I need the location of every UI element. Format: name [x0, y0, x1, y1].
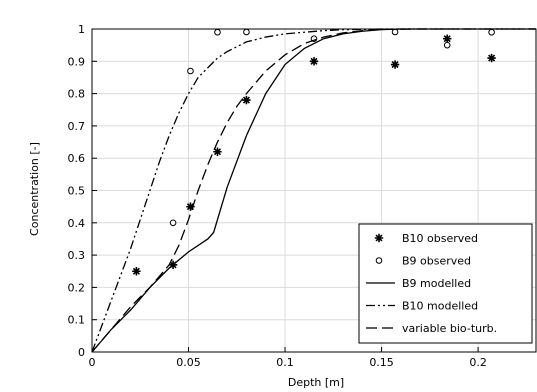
- legend-label-variable-bio-turb: variable bio-turb.: [402, 322, 497, 335]
- legend-label-b10-modelled: B10 modelled: [402, 300, 478, 313]
- legend: B10 observed B9 observed B9 modelled B10 mo…: [358, 223, 533, 344]
- y-tick-label: 0.8: [68, 88, 86, 101]
- y-tick-label: 0.4: [68, 217, 86, 230]
- x-tick-label: 0.05: [176, 356, 201, 369]
- y-tick-label: 0: [78, 346, 85, 359]
- data-point-b9-observed: [488, 28, 495, 36]
- data-point-b9-observed: [243, 28, 250, 36]
- data-point-b10-observed: [443, 34, 452, 43]
- data-point-b10-observed: [132, 267, 141, 276]
- y-tick-label: 0.7: [68, 120, 86, 133]
- data-point-b10-observed: [487, 53, 496, 63]
- legend-label-b9-modelled: B9 modelled: [402, 277, 471, 290]
- data-point-b10-observed: [213, 147, 222, 156]
- legend-label-b10-observed: B10 observed: [402, 232, 478, 245]
- data-point-b10-observed: [242, 95, 251, 105]
- data-point-b9-observed: [187, 67, 194, 75]
- x-tick-label: 0.15: [369, 356, 394, 369]
- data-point-b10-observed: [186, 202, 195, 211]
- legend-label-b9-observed: B9 observed: [402, 255, 471, 268]
- data-point-b9-observed: [169, 219, 177, 227]
- data-point-b10-observed: [309, 57, 319, 66]
- x-tick-label: 0.2: [469, 356, 487, 369]
- legend-swatch-b10-observed: [374, 233, 384, 243]
- y-tick-label: 0.5: [68, 185, 86, 198]
- x-tick-label: 0.1: [276, 356, 294, 369]
- y-tick-label: 0.1: [68, 314, 86, 327]
- data-point-b9-observed: [443, 41, 451, 49]
- y-tick-label: 0.9: [68, 55, 86, 68]
- x-axis-label: Depth [m]: [288, 376, 344, 389]
- y-tick-label: 0.6: [68, 152, 86, 165]
- axes: 0 0.1 0.2 0.3 0.4 0.5 0.6 0.7 0.8 0.9 1 0 0.05 0.1 0.1…: [68, 23, 537, 369]
- y-tick-label: 0.3: [68, 249, 86, 262]
- x-tick-label: 0: [89, 356, 96, 369]
- y-tick-label: 0.2: [68, 281, 86, 294]
- y-tick-label: 1: [78, 23, 85, 36]
- data-point-b9-observed: [391, 28, 399, 36]
- data-point-b9-observed: [214, 28, 221, 36]
- series-line-variable-bio-turb: [91, 28, 536, 353]
- data-point-b10-observed: [390, 60, 400, 69]
- legend-swatch-b9-observed: [375, 257, 383, 264]
- y-axis-label: Concentration [-]: [28, 142, 41, 236]
